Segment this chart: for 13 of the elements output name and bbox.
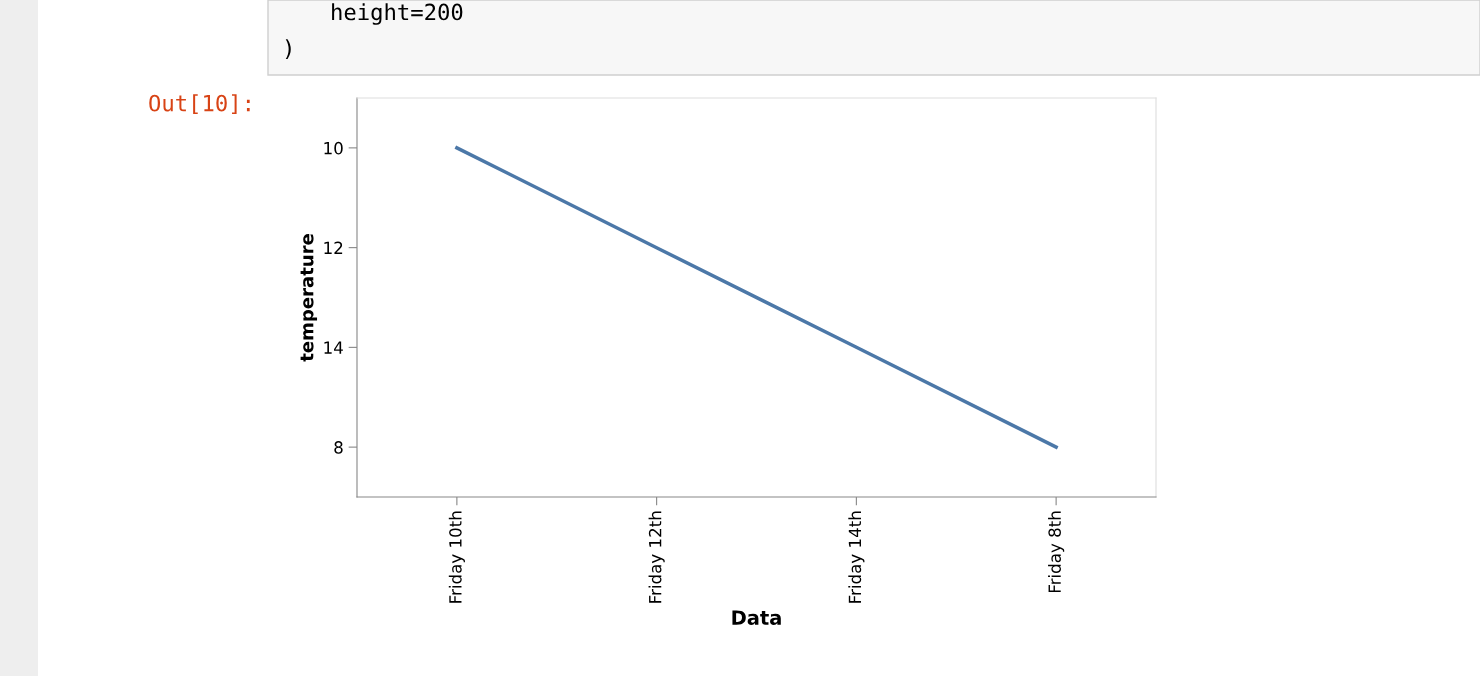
x-tick-label: Friday 10th (448, 511, 465, 603)
x-tick-label: Friday 8th (1048, 511, 1065, 593)
category-label: 14 (324, 341, 343, 354)
text: ) (285, 39, 291, 60)
text: height=200 (332, 3, 463, 25)
category-label: 12 (324, 241, 343, 254)
x-tick-label: Friday 14th (848, 511, 865, 603)
y-axis-title: temperature (300, 234, 318, 362)
x-tick-label: Friday 12th (648, 511, 665, 603)
text: Out[10]: (149, 94, 250, 115)
category-label: 8 (334, 441, 343, 454)
x-axis-title: Data (732, 610, 781, 625)
category-label: 10 (324, 141, 343, 155)
